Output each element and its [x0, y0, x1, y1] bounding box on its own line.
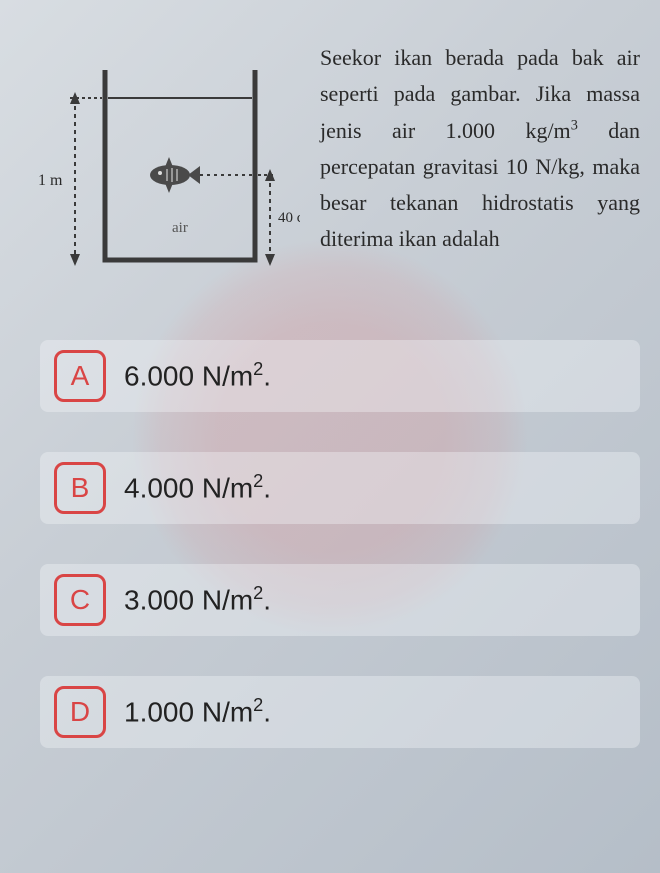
- medium-label: air: [172, 220, 188, 236]
- options-list: A 6.000 N/m2. B 4.000 N/m2. C 3.000 N/m2…: [20, 340, 640, 748]
- dim-right-text: 40 cm: [278, 210, 300, 226]
- question-content: 1 m 40 cm air: [20, 40, 640, 748]
- option-letter: A: [54, 350, 106, 402]
- option-letter: D: [54, 686, 106, 738]
- option-a[interactable]: A 6.000 N/m2.: [40, 340, 640, 412]
- fish-icon: [150, 157, 200, 193]
- option-text: 4.000 N/m2.: [124, 471, 271, 504]
- question-text: Seekor ikan berada pada bak air seperti …: [320, 40, 640, 300]
- dim-left-text: 1 m: [38, 172, 63, 189]
- option-letter: B: [54, 462, 106, 514]
- tank-diagram: 1 m 40 cm air: [20, 40, 300, 300]
- option-text: 1.000 N/m2.: [124, 695, 271, 728]
- option-b[interactable]: B 4.000 N/m2.: [40, 452, 640, 524]
- option-d[interactable]: D 1.000 N/m2.: [40, 676, 640, 748]
- option-letter: C: [54, 574, 106, 626]
- option-text: 3.000 N/m2.: [124, 583, 271, 616]
- option-c[interactable]: C 3.000 N/m2.: [40, 564, 640, 636]
- option-text: 6.000 N/m2.: [124, 359, 271, 392]
- question-row: 1 m 40 cm air: [20, 40, 640, 300]
